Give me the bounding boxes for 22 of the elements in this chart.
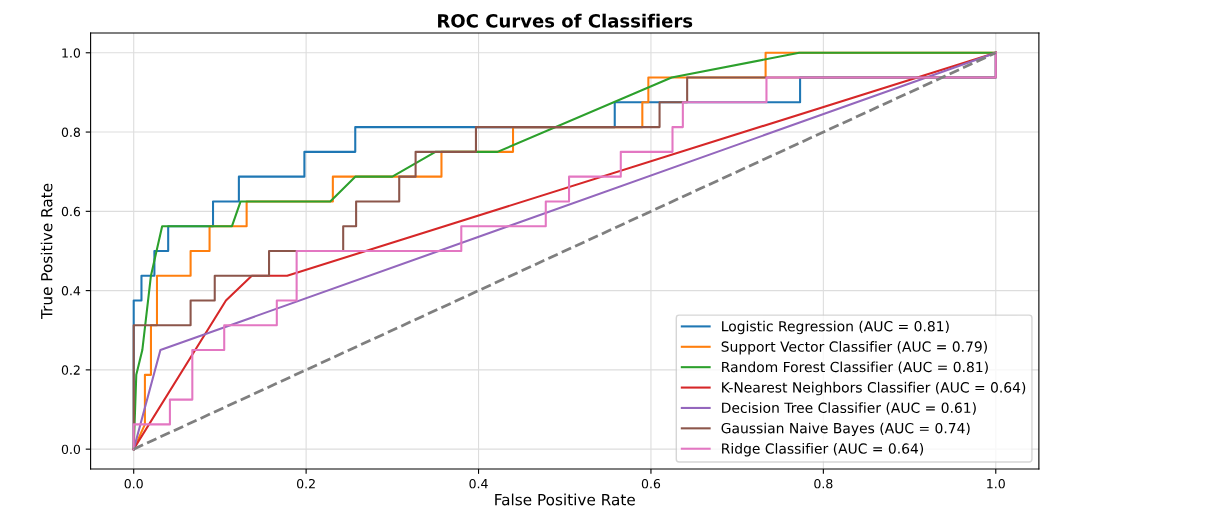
legend-label: Decision Tree Classifier (AUC = 0.61) — [722, 402, 976, 415]
y-axis-title: True Positive Rate — [40, 183, 53, 320]
legend-label: Gaussian Naive Bayes (AUC = 0.74) — [721, 422, 970, 437]
y-tick-label: 0.8 — [61, 127, 81, 137]
chart-title: ROC Curves of Classifiers — [438, 13, 693, 28]
x-tick-label: 0.4 — [469, 478, 488, 489]
legend-label: K-Nearest Neighbors Classifier (AUC = 0.64) — [722, 381, 1026, 396]
x-tick-label: 0.2 — [297, 478, 315, 489]
x-tick-label: 0.0 — [124, 478, 143, 489]
x-tick-label: 0.8 — [814, 478, 833, 489]
legend-label: Support Vector Classifier (AUC = 0.79) — [721, 341, 987, 355]
legend-label: Random Forest Classifier (AUC = 0.81) — [722, 361, 988, 374]
legend-label: Ridge Classifier (AUC = 0.64) — [722, 443, 924, 457]
x-tick-label: 1.0 — [987, 478, 1005, 489]
y-tick-label: 0.4 — [61, 286, 81, 296]
y-tick-label: 0.6 — [61, 206, 81, 217]
y-tick-label: 0.2 — [61, 365, 80, 375]
x-axis-title: False Positive Rate — [495, 493, 635, 506]
legend-label: Logistic Regression (AUC = 0.81) — [722, 320, 949, 335]
y-tick-label: 1.0 — [62, 48, 81, 58]
y-tick-label: 0.0 — [61, 444, 81, 455]
x-tick-label: 0.6 — [641, 478, 661, 489]
